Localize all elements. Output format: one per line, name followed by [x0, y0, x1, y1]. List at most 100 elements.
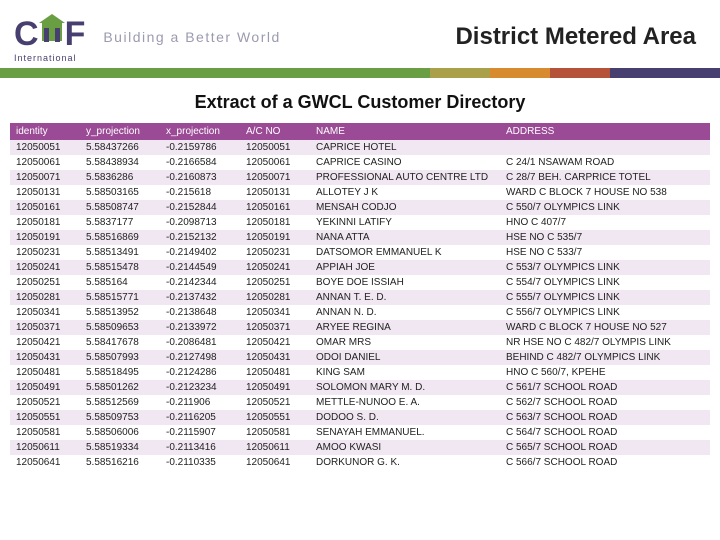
table-cell: 5.58513491 — [80, 245, 160, 260]
table-row: 120505515.58509753-0.211620512050551DODO… — [10, 410, 710, 425]
col-header: NAME — [310, 123, 500, 140]
table-body: 120500515.58437266-0.215978612050051CAPR… — [10, 140, 710, 470]
table-cell: -0.2086481 — [160, 335, 240, 350]
table-cell: OMAR MRS — [310, 335, 500, 350]
table-cell — [500, 140, 710, 155]
table-cell: KING SAM — [310, 365, 500, 380]
logo-letter-f: F — [65, 17, 86, 51]
logo-letters: C F — [14, 11, 85, 51]
table-cell: C 562/7 SCHOOL ROAD — [500, 395, 710, 410]
table-header-row: identityy_projectionx_projectionA/C NONA… — [10, 123, 710, 140]
table-cell: AMOO KWASI — [310, 440, 500, 455]
table-cell: ANNAN T. E. D. — [310, 290, 500, 305]
table-cell: 12050551 — [10, 410, 80, 425]
table-cell: PROFESSIONAL AUTO CENTRE LTD — [310, 170, 500, 185]
table-cell: DODOO S. D. — [310, 410, 500, 425]
table-cell: ANNAN N. D. — [310, 305, 500, 320]
table-cell: ARYEE REGINA — [310, 320, 500, 335]
table-cell: 12050611 — [240, 440, 310, 455]
table-cell: METTLE-NUNOO E. A. — [310, 395, 500, 410]
table-cell: 5.5836286 — [80, 170, 160, 185]
table-cell: 5.58512569 — [80, 395, 160, 410]
table-cell: -0.2115907 — [160, 425, 240, 440]
table-row: 120504315.58507993-0.212749812050431ODOI… — [10, 350, 710, 365]
table-cell: CAPRICE HOTEL — [310, 140, 500, 155]
table-cell: -0.2152844 — [160, 200, 240, 215]
table-row: 120502315.58513491-0.214940212050231DATS… — [10, 245, 710, 260]
table-cell: 12050491 — [10, 380, 80, 395]
table-cell: -0.2124286 — [160, 365, 240, 380]
table-cell: -0.2133972 — [160, 320, 240, 335]
table-cell: HSE NO C 533/7 — [500, 245, 710, 260]
logo-letter-c: C — [14, 17, 39, 51]
table-cell: C 555/7 OLYMPICS LINK — [500, 290, 710, 305]
table-cell: 12050481 — [10, 365, 80, 380]
table-cell: -0.2123234 — [160, 380, 240, 395]
table-cell: -0.2160873 — [160, 170, 240, 185]
header: C F International Building a Better Worl… — [0, 0, 720, 66]
table-cell: HNO C 407/7 — [500, 215, 710, 230]
table-cell: 12050131 — [240, 185, 310, 200]
table-cell: WARD C BLOCK 7 HOUSE NO 538 — [500, 185, 710, 200]
table-cell: 12050051 — [10, 140, 80, 155]
table-cell: DORKUNOR G. K. — [310, 455, 500, 470]
table-cell: -0.2113416 — [160, 440, 240, 455]
table-cell: -0.215618 — [160, 185, 240, 200]
table-cell: 12050231 — [240, 245, 310, 260]
logo: C F International — [14, 11, 85, 63]
table-row: 120505215.58512569-0.21190612050521METTL… — [10, 395, 710, 410]
tagline: Building a Better World — [103, 29, 280, 45]
table-cell: 12050071 — [10, 170, 80, 185]
col-header: identity — [10, 123, 80, 140]
table-row: 120501615.58508747-0.215284412050161MENS… — [10, 200, 710, 215]
table-cell: C 553/7 OLYMPICS LINK — [500, 260, 710, 275]
col-header: A/C NO — [240, 123, 310, 140]
table-cell: -0.2098713 — [160, 215, 240, 230]
table-cell: C 564/7 SCHOOL ROAD — [500, 425, 710, 440]
table-cell: 12050341 — [10, 305, 80, 320]
table-cell: 12050181 — [240, 215, 310, 230]
table-cell: BEHIND C 482/7 OLYMPICS LINK — [500, 350, 710, 365]
table-cell: BOYE DOE ISSIAH — [310, 275, 500, 290]
table-cell: 5.5837177 — [80, 215, 160, 230]
table-cell: 12050161 — [240, 200, 310, 215]
table-cell: 5.58417678 — [80, 335, 160, 350]
logo-subtext: International — [14, 53, 77, 63]
table-cell: APPIAH JOE — [310, 260, 500, 275]
table-cell: -0.2152132 — [160, 230, 240, 245]
table-row: 120500715.5836286-0.216087312050071PROFE… — [10, 170, 710, 185]
table-cell: SENAYAH EMMANUEL. — [310, 425, 500, 440]
table-cell: 12050371 — [240, 320, 310, 335]
table-cell: 12050581 — [240, 425, 310, 440]
table-cell: 5.58515478 — [80, 260, 160, 275]
table-row: 120506415.58516216-0.211033512050641DORK… — [10, 455, 710, 470]
table-cell: 12050241 — [10, 260, 80, 275]
table-cell: 12050641 — [240, 455, 310, 470]
table-row: 120506115.58519334-0.211341612050611AMOO… — [10, 440, 710, 455]
table-cell: 12050521 — [10, 395, 80, 410]
table-cell: 5.58506006 — [80, 425, 160, 440]
table-row: 120500615.58438934-0.216658412050061CAPR… — [10, 155, 710, 170]
table-cell: C 561/7 SCHOOL ROAD — [500, 380, 710, 395]
table-cell: 12050131 — [10, 185, 80, 200]
table-cell: 5.58518495 — [80, 365, 160, 380]
table-cell: 5.58516216 — [80, 455, 160, 470]
table-cell: 5.58515771 — [80, 290, 160, 305]
table-cell: 12050191 — [240, 230, 310, 245]
table-cell: 12050491 — [240, 380, 310, 395]
table-cell: 12050231 — [10, 245, 80, 260]
table-cell: 12050431 — [10, 350, 80, 365]
table-cell: 12050481 — [240, 365, 310, 380]
table-cell: HNO C 560/7, KPEHE — [500, 365, 710, 380]
table-cell: 12050421 — [10, 335, 80, 350]
table-cell: 12050341 — [240, 305, 310, 320]
table-cell: 12050071 — [240, 170, 310, 185]
table-cell: C 550/7 OLYMPICS LINK — [500, 200, 710, 215]
table-cell: -0.2144549 — [160, 260, 240, 275]
table-cell: -0.2149402 — [160, 245, 240, 260]
table-cell: C 556/7 OLYMPICS LINK — [500, 305, 710, 320]
table-cell: 5.585164 — [80, 275, 160, 290]
table-cell: YEKINNI LATIFY — [310, 215, 500, 230]
table-cell: 12050061 — [10, 155, 80, 170]
table-cell: 12050051 — [240, 140, 310, 155]
